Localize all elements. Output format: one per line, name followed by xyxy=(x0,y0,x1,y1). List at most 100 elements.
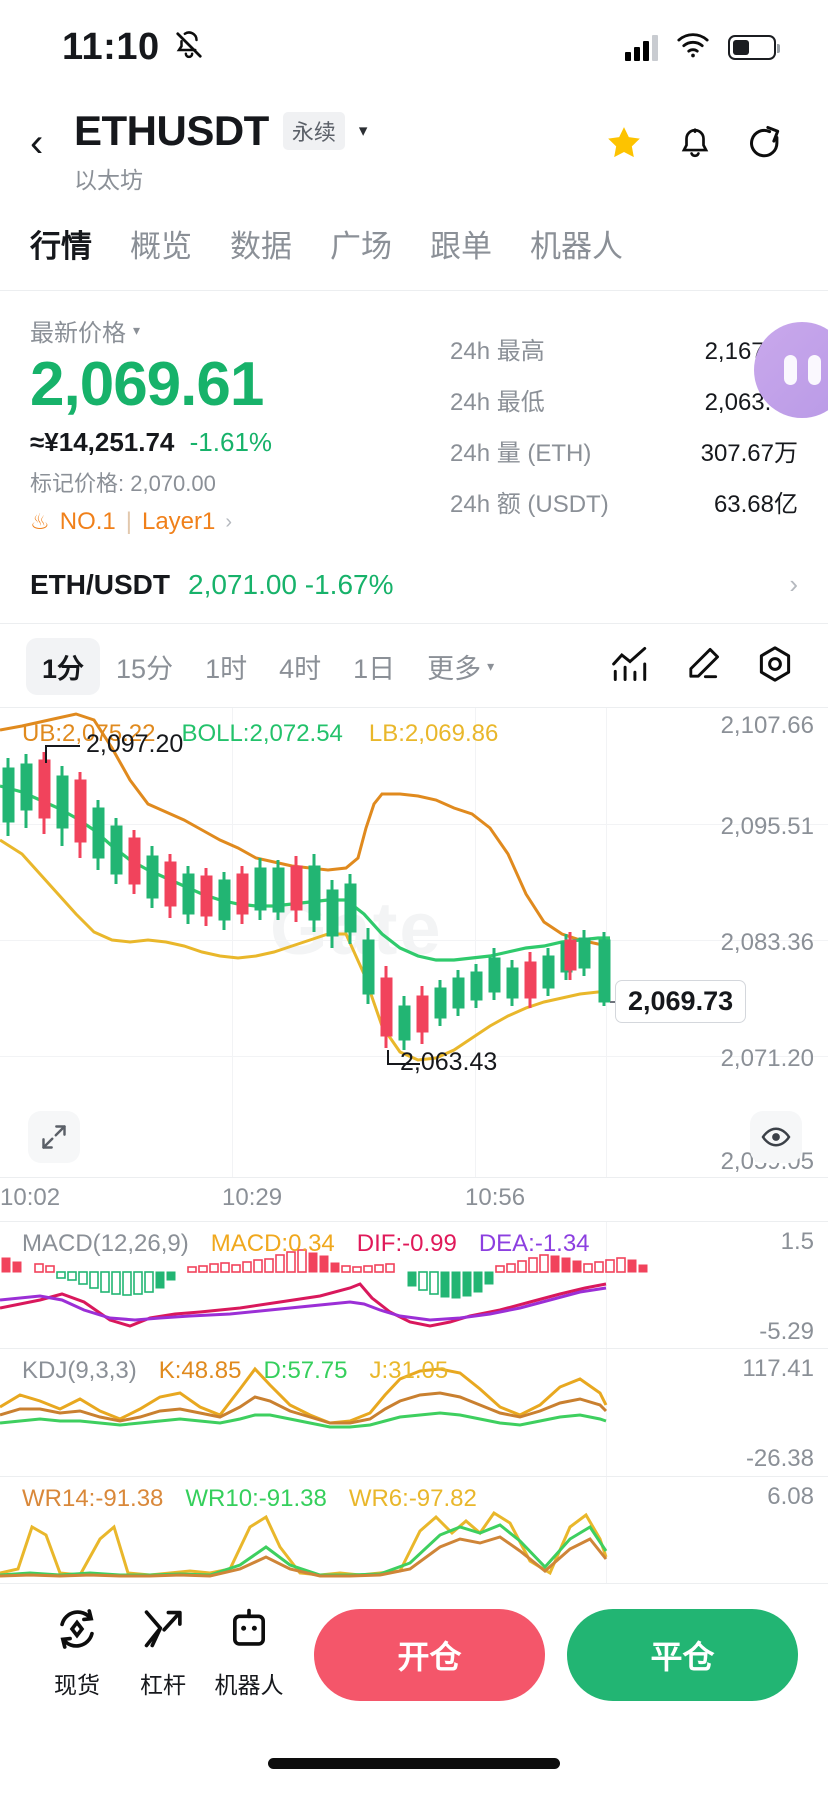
shortcut-leverage[interactable]: 杠杆 xyxy=(120,1606,206,1700)
kdj-k-label: K:48.85 xyxy=(158,1357,242,1385)
tab-guangchang[interactable]: 广场 xyxy=(330,229,392,264)
timeframe-15m[interactable]: 15分 xyxy=(116,654,174,685)
star-icon[interactable] xyxy=(604,123,644,163)
stat-row: 24h 额 (USDT) 63.68亿 xyxy=(450,484,798,519)
chart-macd-panel[interactable]: MACD(12,26,9) MACD:0.34 DIF:-0.99 DEA:-1… xyxy=(0,1222,828,1350)
shortcut-label: 机器人 xyxy=(214,1672,284,1698)
shortcut-spot[interactable]: 现货 xyxy=(34,1606,120,1700)
last-price: 2,069.61 xyxy=(30,350,264,419)
kdj-j-label: J:31.05 xyxy=(369,1357,449,1385)
header-actions xyxy=(604,107,784,163)
y-tick: 2,083.36 xyxy=(720,929,814,957)
dot-left xyxy=(783,355,797,385)
spot-pair-name: ETH/USDT xyxy=(30,568,170,600)
tag-divider: | xyxy=(125,508,132,536)
tab-hangqing[interactable]: 行情 xyxy=(30,229,92,264)
chevron-down-icon: ▾ xyxy=(487,658,495,675)
macd-dif-label: DIF:-0.99 xyxy=(356,1230,457,1258)
close-position-button[interactable]: 平仓 xyxy=(567,1609,798,1701)
chart-wr-panel[interactable]: WR14:-91.38 WR10:-91.38 WR6:-97.82 6.08 xyxy=(0,1477,828,1602)
tag-row[interactable]: ♨ NO.1 | Layer1 › xyxy=(30,508,450,536)
price-change-pct: -1.61% xyxy=(189,427,273,458)
spot-pair-row[interactable]: ETH/USDT 2,071.00 -1.67% › xyxy=(0,546,828,625)
kdj-y-min: -26.38 xyxy=(745,1445,814,1473)
chart-main-panel[interactable]: UB:2,075.22 BOLL:2,072.54 LB:2,069.86 Ga… xyxy=(0,708,828,1179)
tab-gendan[interactable]: 跟单 xyxy=(430,229,492,264)
price-type-selector[interactable]: 最新价格 ▾ xyxy=(30,313,450,348)
indicator-icon[interactable] xyxy=(610,646,650,687)
x-tick: 10:56 xyxy=(465,1184,526,1212)
bell-icon[interactable] xyxy=(678,124,712,162)
macd-svg xyxy=(0,1249,648,1328)
low-callout-label: 2,063.43 xyxy=(400,1048,498,1077)
settings-gear-icon[interactable] xyxy=(756,645,794,688)
chevron-right-icon: › xyxy=(225,510,233,533)
wr6-label: WR6:-97.82 xyxy=(348,1485,477,1513)
back-button[interactable]: ‹ xyxy=(30,121,44,165)
timeframe-1h[interactable]: 1时 xyxy=(205,654,248,685)
header-subtitle: 以太坊 xyxy=(74,167,143,193)
shortcut-robot[interactable]: 机器人 xyxy=(206,1606,292,1700)
wr-legend: WR14:-91.38 WR10:-91.38 WR6:-97.82 xyxy=(22,1485,477,1513)
kdj-y-max: 117.41 xyxy=(742,1355,814,1383)
leverage-icon xyxy=(140,1606,186,1657)
chart-kdj-panel[interactable]: KDJ(9,3,3) K:48.85 D:57.75 J:31.05 117.4… xyxy=(0,1349,828,1478)
tab-jiqiren[interactable]: 机器人 xyxy=(530,229,623,264)
stat-key: 24h 最低 xyxy=(450,389,545,416)
status-time: 11:10 xyxy=(62,26,160,68)
shortcut-label: 现货 xyxy=(54,1672,100,1698)
macd-value-label: MACD:0.34 xyxy=(210,1230,335,1258)
chart-area[interactable]: UB:2,075.22 BOLL:2,072.54 LB:2,069.86 Ga… xyxy=(0,708,828,1602)
stat-row: 24h 最高 2,167.38 xyxy=(450,331,798,366)
nav-tabs-wrap: 行情 概览 数据 广场 跟单 机器人 xyxy=(0,195,828,291)
chevron-right-icon[interactable]: › xyxy=(789,569,798,600)
wr14-label: WR14:-91.38 xyxy=(22,1485,164,1513)
y-tick: 2,107.66 xyxy=(720,712,814,740)
price-cny-row: ≈¥14,251.74 -1.61% xyxy=(30,427,450,458)
open-position-button[interactable]: 开仓 xyxy=(314,1609,545,1701)
macd-dea-label: DEA:-1.34 xyxy=(478,1230,590,1258)
stats-list: 24h 最高 2,167.38 24h 最低 2,063.43 24h 量 (E… xyxy=(450,313,798,536)
spot-pair-values: 2,071.00 -1.67% xyxy=(188,569,394,601)
tab-gailan[interactable]: 概览 xyxy=(130,229,192,264)
timeframe-4h[interactable]: 4时 xyxy=(279,654,322,685)
candlestick-svg xyxy=(0,712,700,1066)
macd-y-max: 1.5 xyxy=(780,1228,814,1256)
price-left: 最新价格 ▾ 2,069.61 ≈¥14,251.74 -1.61% 标记价格:… xyxy=(30,313,450,536)
timeframe-1m[interactable]: 1分 xyxy=(26,638,101,696)
page-title: ETHUSDT xyxy=(74,107,269,154)
stat-key: 24h 最高 xyxy=(450,338,545,365)
y-tick: 2,071.20 xyxy=(720,1045,814,1073)
eye-icon[interactable] xyxy=(750,1111,802,1164)
timeframe-more-label: 更多 xyxy=(427,654,482,685)
stat-key: 24h 额 (USDT) xyxy=(450,491,609,518)
wr-y-max: 6.08 xyxy=(767,1483,814,1511)
chart-toolbar xyxy=(610,645,802,688)
high-callout-label: 2,097.20 xyxy=(86,730,184,759)
expand-icon[interactable] xyxy=(28,1111,80,1164)
bell-slash-icon xyxy=(174,29,204,66)
draw-pencil-icon[interactable] xyxy=(684,645,722,688)
floating-assistant[interactable] xyxy=(754,322,828,418)
macd-y-min: -5.29 xyxy=(759,1318,814,1346)
home-indicator xyxy=(268,1758,560,1769)
boll-ub-label: UB:2,075.22 xyxy=(22,720,156,748)
current-price-tag: 2,069.73 xyxy=(615,980,747,1024)
tab-shuju[interactable]: 数据 xyxy=(230,229,292,264)
signal-bars-icon xyxy=(625,34,658,61)
page-header: ‹ ETHUSDT 永续 ▾ 以太坊 xyxy=(0,95,828,195)
header-titles: ETHUSDT 永续 ▾ 以太坊 xyxy=(74,107,604,195)
timeframe-more[interactable]: 更多 ▾ xyxy=(411,638,510,695)
chart-time-axis: 10:02 10:29 10:56 xyxy=(0,1178,828,1223)
contract-type-badge[interactable]: 永续 xyxy=(282,112,345,150)
wr10-label: WR10:-91.38 xyxy=(185,1485,327,1513)
dot-right xyxy=(807,355,821,385)
timeframe-1d[interactable]: 1日 xyxy=(353,654,396,685)
chevron-down-icon[interactable]: ▾ xyxy=(358,121,368,140)
category-tag: Layer1 xyxy=(141,508,216,536)
share-icon[interactable] xyxy=(746,124,784,162)
kdj-title: KDJ(9,3,3) xyxy=(22,1357,137,1385)
kdj-legend: KDJ(9,3,3) K:48.85 D:57.75 J:31.05 xyxy=(22,1357,448,1385)
robot-icon xyxy=(226,1606,272,1657)
rank-tag: NO.1 xyxy=(59,508,116,536)
